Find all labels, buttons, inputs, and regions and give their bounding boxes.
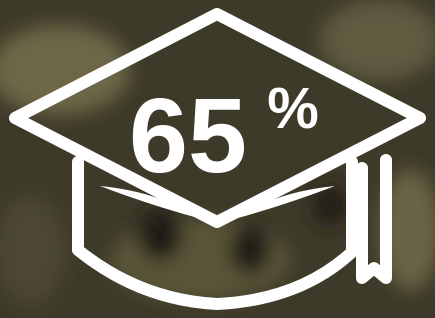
page: 65 % (() => { const data = JSON.parse(do… (0, 0, 435, 318)
stat-unit: % (267, 76, 319, 141)
graduation-badge: 65 % (0, 0, 435, 318)
stat-number: 65 (129, 77, 247, 195)
